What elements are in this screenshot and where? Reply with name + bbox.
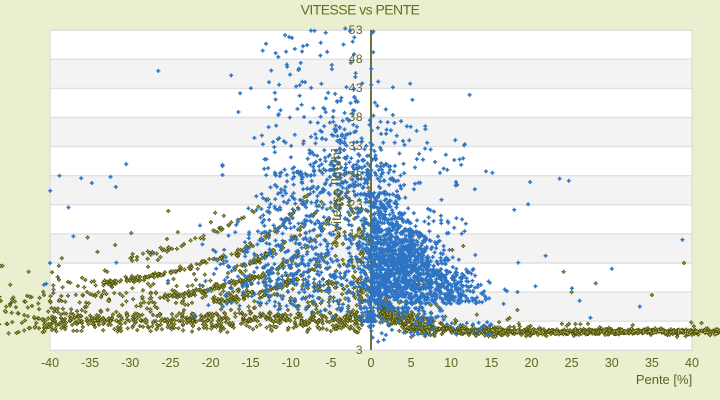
svg-text:Vitesse [km/h]: Vitesse [km/h] (329, 148, 344, 233)
svg-text:-15: -15 (242, 356, 260, 370)
svg-text:0: 0 (368, 356, 375, 370)
svg-text:40: 40 (685, 356, 699, 370)
svg-text:13: 13 (349, 256, 363, 270)
svg-text:5: 5 (408, 356, 415, 370)
svg-text:-30: -30 (121, 356, 139, 370)
svg-text:Pente [%]: Pente [%] (636, 372, 692, 387)
svg-text:38: 38 (349, 110, 363, 124)
svg-text:15: 15 (484, 356, 498, 370)
svg-text:3: 3 (356, 314, 363, 328)
svg-text:18: 18 (349, 227, 363, 241)
svg-text:53: 53 (349, 23, 363, 37)
svg-text:25: 25 (565, 356, 579, 370)
svg-text:33: 33 (349, 139, 363, 153)
svg-text:8: 8 (356, 285, 363, 299)
svg-text:48: 48 (349, 52, 363, 66)
svg-text:43: 43 (349, 81, 363, 95)
svg-text:3: 3 (356, 343, 363, 357)
svg-text:20: 20 (525, 356, 539, 370)
svg-text:-35: -35 (81, 356, 99, 370)
svg-text:10: 10 (444, 356, 458, 370)
svg-text:-20: -20 (201, 356, 219, 370)
svg-text:-40: -40 (41, 356, 59, 370)
svg-text:35: 35 (645, 356, 659, 370)
svg-text:28: 28 (349, 168, 363, 182)
svg-text:23: 23 (349, 197, 363, 211)
svg-text:VITESSE vs PENTE: VITESSE vs PENTE (301, 2, 420, 18)
svg-text:30: 30 (605, 356, 619, 370)
svg-text:-25: -25 (161, 356, 179, 370)
svg-text:-5: -5 (325, 356, 336, 370)
svg-text:-10: -10 (282, 356, 300, 370)
